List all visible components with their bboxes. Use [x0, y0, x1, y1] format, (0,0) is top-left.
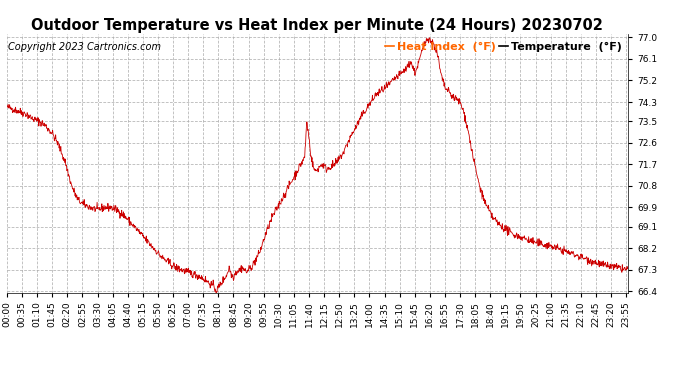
Title: Outdoor Temperature vs Heat Index per Minute (24 Hours) 20230702: Outdoor Temperature vs Heat Index per Mi…: [32, 18, 603, 33]
Legend: Heat Index  (°F), Temperature  (°F): Heat Index (°F), Temperature (°F): [385, 42, 622, 52]
Text: Copyright 2023 Cartronics.com: Copyright 2023 Cartronics.com: [8, 42, 161, 51]
